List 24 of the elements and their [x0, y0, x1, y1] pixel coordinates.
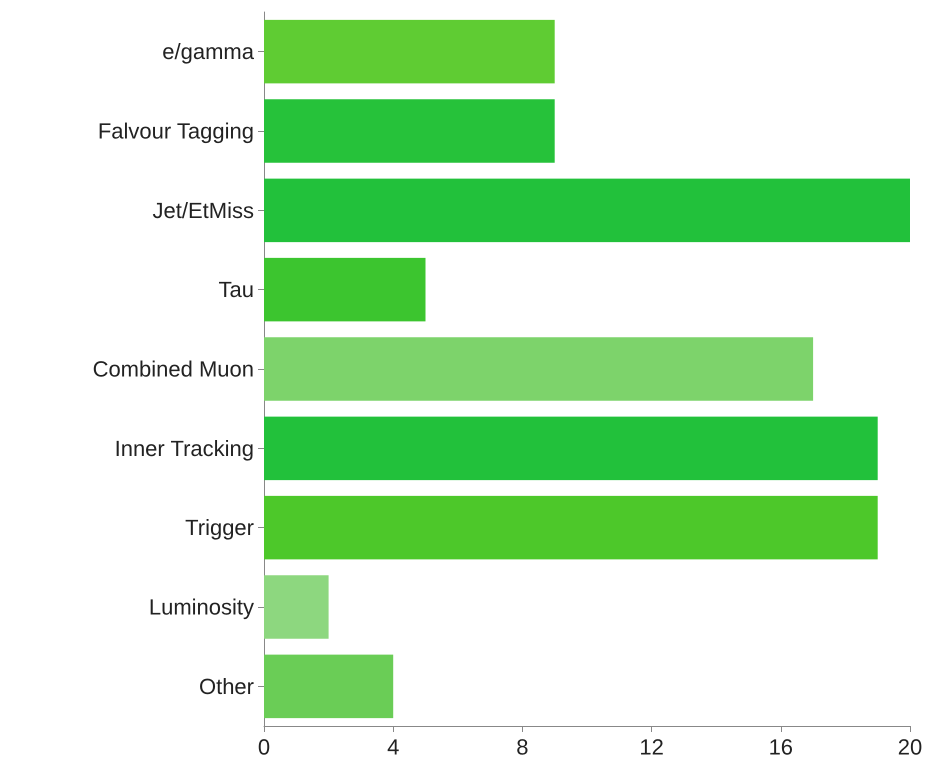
y-tick-label: Luminosity [148, 594, 254, 620]
y-tick-label: e/gamma [162, 39, 255, 64]
y-tick-label: Combined Muon [92, 356, 254, 382]
y-tick-label: Other [198, 674, 254, 699]
x-tick-label: 4 [387, 734, 400, 760]
bar [264, 654, 394, 718]
bar [264, 99, 555, 163]
bar [264, 258, 426, 322]
bar [264, 20, 555, 84]
x-tick-label: 8 [516, 734, 529, 760]
bar [264, 496, 878, 560]
bar [264, 178, 910, 242]
x-tick-label: 20 [898, 734, 922, 760]
y-tick-label: Tau [218, 277, 254, 302]
bar [264, 575, 329, 639]
bar [264, 337, 814, 401]
y-tick-label: Trigger [185, 515, 254, 540]
bar [264, 416, 878, 480]
x-tick-label: 0 [258, 734, 270, 760]
x-tick-label: 12 [639, 734, 664, 760]
y-tick-label: Jet/EtMiss [152, 198, 254, 223]
y-tick-label: Falvour Tagging [98, 118, 254, 144]
x-tick-label: 16 [768, 734, 794, 760]
y-tick-label: Inner Tracking [114, 436, 254, 461]
